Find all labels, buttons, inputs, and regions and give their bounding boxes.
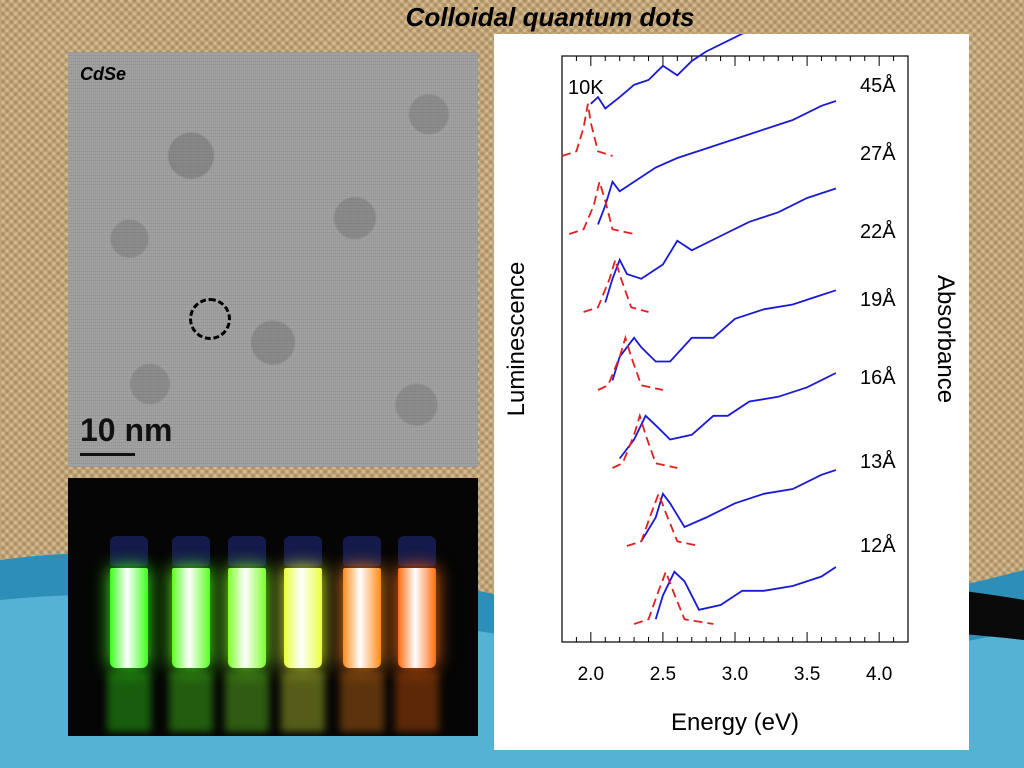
vial-reflection bbox=[340, 672, 384, 732]
quantum-dot-highlight-circle bbox=[189, 298, 231, 340]
x-tick-label: 2.0 bbox=[578, 664, 604, 685]
scale-bar bbox=[80, 453, 135, 456]
x-tick-label: 3.5 bbox=[794, 664, 820, 685]
luminescence-line-45Å bbox=[561, 103, 613, 157]
x-tick-label: 2.5 bbox=[650, 664, 676, 685]
vial-5 bbox=[340, 536, 384, 732]
vial-cap bbox=[228, 536, 266, 566]
vial-reflection bbox=[225, 672, 269, 732]
y-axis-label-absorbance: Absorbance bbox=[932, 275, 959, 403]
vial-cap bbox=[172, 536, 210, 566]
slide-title: Colloidal quantum dots bbox=[405, 2, 695, 32]
vial-body bbox=[343, 568, 381, 668]
luminescence-line-12Å bbox=[633, 569, 714, 625]
absorbance-line-13Å bbox=[640, 469, 837, 542]
luminescence-line-22Å bbox=[583, 256, 649, 313]
series-label: 19Å bbox=[860, 288, 896, 311]
vial-reflection bbox=[281, 672, 325, 732]
vial-reflection bbox=[395, 672, 439, 732]
material-label: CdSe bbox=[80, 64, 127, 84]
vial-6 bbox=[395, 536, 439, 732]
series-label: 27Å bbox=[860, 142, 896, 165]
absorbance-line-19Å bbox=[611, 289, 837, 381]
series-label: 16Å bbox=[860, 366, 896, 389]
vial-cap bbox=[284, 536, 322, 566]
x-tick-label: 3.0 bbox=[722, 664, 748, 685]
x-axis-label: Energy (eV) bbox=[671, 709, 799, 736]
absorbance-line-45Å bbox=[590, 34, 744, 110]
absorbance-line-12Å bbox=[654, 566, 837, 620]
vial-1 bbox=[107, 536, 151, 732]
vials-photo bbox=[68, 478, 478, 736]
y-axis-label-luminescence: Luminescence bbox=[503, 262, 530, 417]
series-label: 45Å bbox=[860, 74, 896, 97]
luminescence-line-27Å bbox=[568, 178, 635, 235]
tem-micrograph: CdSe 10 nm bbox=[68, 52, 478, 467]
luminescence-line-16Å bbox=[612, 412, 678, 469]
spectra-chart: 2.0 2.5 3.0 3.5 4.0 Energy (eV) Luminescence Ab… bbox=[503, 34, 959, 736]
vial-4 bbox=[281, 536, 325, 732]
luminescence-line-19Å bbox=[597, 334, 664, 391]
vial-body bbox=[228, 568, 266, 668]
vial-body bbox=[172, 568, 210, 668]
vial-cap bbox=[398, 536, 436, 566]
vial-3 bbox=[225, 536, 269, 732]
x-tick-label: 4.0 bbox=[866, 664, 892, 685]
absorbance-line-22Å bbox=[604, 187, 837, 303]
vial-body bbox=[110, 568, 148, 668]
series-label: 12Å bbox=[860, 534, 896, 557]
spectra-chart-panel: 2.0 2.5 3.0 3.5 4.0 Energy (eV) Luminescence Ab… bbox=[494, 34, 969, 750]
vial-cap bbox=[343, 536, 381, 566]
scale-bar-label: 10 nm bbox=[80, 412, 173, 448]
luminescence-line-13Å bbox=[626, 491, 700, 547]
absorbance-line-27Å bbox=[597, 100, 837, 225]
vial-reflection bbox=[169, 672, 213, 732]
series-label: 13Å bbox=[860, 450, 896, 473]
vial-body bbox=[398, 568, 436, 668]
absorbance-line-16Å bbox=[618, 372, 837, 460]
vial-reflection bbox=[107, 672, 151, 732]
vial-body bbox=[284, 568, 322, 668]
vial-cap bbox=[110, 536, 148, 566]
plot-frame bbox=[561, 55, 909, 643]
temperature-label: 10K bbox=[568, 77, 604, 99]
vial-2 bbox=[169, 536, 213, 732]
series-label: 22Å bbox=[860, 220, 896, 243]
